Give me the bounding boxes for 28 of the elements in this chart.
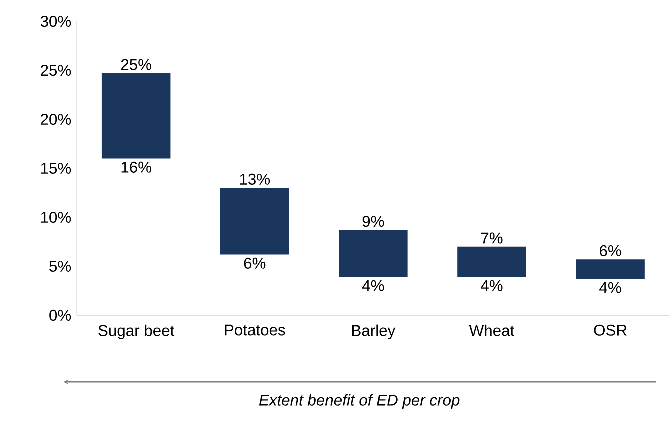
annotation: 4% bbox=[600, 282, 622, 294]
y-tick-label: 10% bbox=[41, 212, 72, 223]
bar bbox=[458, 246, 526, 278]
annotation: 16% bbox=[122, 162, 152, 173]
bar bbox=[339, 230, 408, 278]
x-tick-label: Wheat bbox=[469, 324, 515, 336]
x-tick-label: OSR bbox=[594, 324, 627, 336]
bar bbox=[220, 188, 290, 255]
bar bbox=[102, 73, 171, 159]
y-tick-label: 20% bbox=[41, 114, 72, 125]
y-tick-label: 30% bbox=[40, 16, 72, 27]
annotation: 9% bbox=[362, 216, 384, 227]
y-tick-label: 0% bbox=[50, 310, 72, 321]
annotation: 4% bbox=[481, 280, 503, 292]
annotation: 25% bbox=[121, 59, 152, 70]
y-tick-label: 15% bbox=[41, 162, 72, 174]
bar bbox=[576, 259, 645, 280]
annotation: 6% bbox=[600, 245, 622, 256]
annotation: 4% bbox=[362, 280, 384, 292]
x-axis-title: Extent benefit of ED per crop bbox=[259, 394, 460, 409]
x-tick-label: Barley bbox=[352, 324, 396, 340]
annotation: 13% bbox=[240, 174, 270, 185]
y-tick-label: 5% bbox=[50, 260, 72, 272]
x-tick-label: Potatoes bbox=[225, 324, 286, 336]
annotation: 7% bbox=[481, 232, 503, 244]
x-tick-label: Sugar beet bbox=[98, 324, 175, 340]
annotation: 6% bbox=[244, 258, 266, 269]
y-tick-label: 25% bbox=[41, 64, 72, 76]
